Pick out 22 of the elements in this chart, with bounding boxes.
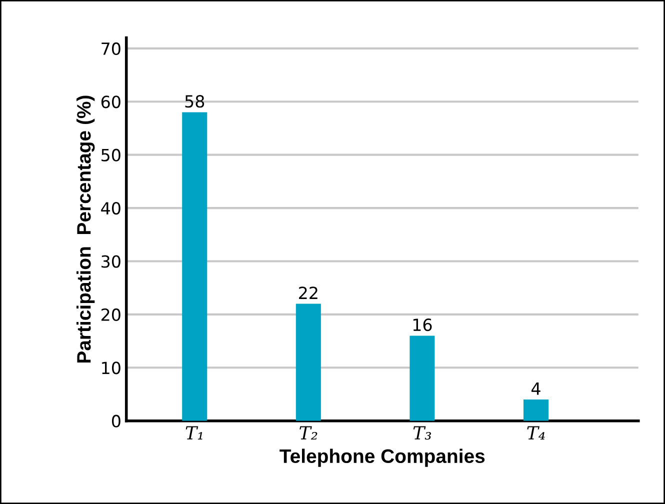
y-axis-title: Participation Percentage (%) [76, 96, 95, 363]
y-tick-label: 10 [102, 362, 120, 374]
data-label: 58 [185, 95, 204, 108]
y-tick-label: 60 [101, 96, 120, 108]
bar [523, 400, 549, 421]
y-tick-label: 0 [112, 414, 120, 428]
y-tick-label: 40 [101, 202, 120, 215]
y-tick-label: 50 [102, 148, 120, 162]
bar [296, 304, 321, 421]
y-tick-label: 30 [102, 255, 120, 268]
data-label: 22 [299, 286, 318, 299]
y-tick-label: 20 [102, 308, 120, 322]
bar [182, 112, 208, 421]
y-tick-label: 70 [102, 42, 120, 56]
x-tick-label: T₁ [186, 426, 202, 440]
x-tick-label: T₄ [527, 426, 545, 440]
x-tick-label: T₃ [413, 426, 432, 440]
x-tick-label: T₂ [300, 426, 318, 440]
bar [410, 336, 435, 421]
data-label: 4 [532, 382, 540, 395]
data-label: 16 [413, 318, 432, 332]
x-axis-title: Telephone Companies [280, 448, 485, 467]
